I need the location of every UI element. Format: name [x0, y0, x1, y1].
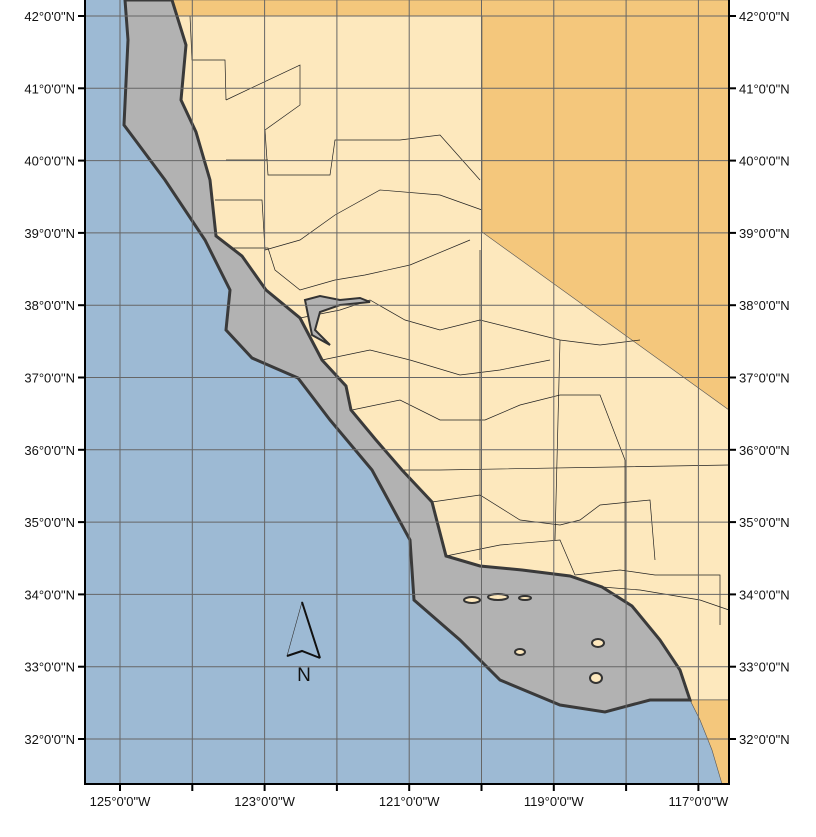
lat-label-left: 36°0'0"N: [24, 443, 75, 458]
lon-label: 125°0'0"W: [90, 794, 151, 809]
lat-label-left: 40°0'0"N: [24, 154, 75, 169]
lat-label-right: 39°0'0"N: [739, 226, 790, 241]
lat-label-right: 32°0'0"N: [739, 732, 790, 747]
lon-label: 123°0'0"W: [234, 794, 295, 809]
oregon: [164, 0, 730, 17]
axis-ticks: [78, 15, 736, 791]
lat-label-left: 38°0'0"N: [24, 298, 75, 313]
lat-label-right: 36°0'0"N: [739, 443, 790, 458]
marine-buffer-zone: [122, 0, 693, 714]
lat-label-left: 41°0'0"N: [24, 81, 75, 96]
lat-label-right: 35°0'0"N: [739, 515, 790, 530]
north-arrow-icon: [286, 600, 321, 659]
lat-label-right: 40°0'0"N: [739, 154, 790, 169]
lat-label-left: 39°0'0"N: [24, 226, 75, 241]
lat-label-left: 34°0'0"N: [24, 587, 75, 602]
lat-label-left: 33°0'0"N: [24, 660, 75, 675]
lon-label: 119°0'0"W: [524, 794, 584, 809]
lon-label: 121°0'0"W: [379, 794, 440, 809]
channel-islands: [463, 593, 605, 684]
map-frame: [84, 0, 730, 785]
lat-label-left: 32°0'0"N: [24, 732, 75, 747]
lon-label: 117°0'0"W: [669, 794, 729, 809]
lat-label-right: 33°0'0"N: [739, 660, 790, 675]
lat-label-left: 42°0'0"N: [24, 9, 75, 24]
north-arrow-label: N: [297, 665, 311, 686]
graticule: [85, 0, 729, 784]
lat-label-right: 41°0'0"N: [739, 81, 790, 96]
lat-label-right: 42°0'0"N: [739, 9, 790, 24]
lat-label-right: 38°0'0"N: [739, 298, 790, 313]
lat-label-right: 37°0'0"N: [739, 371, 790, 386]
county-boundaries: [189, 15, 730, 625]
lat-label-right: 34°0'0"N: [739, 587, 790, 602]
lat-label-left: 35°0'0"N: [24, 515, 75, 530]
lat-label-left: 37°0'0"N: [24, 371, 75, 386]
